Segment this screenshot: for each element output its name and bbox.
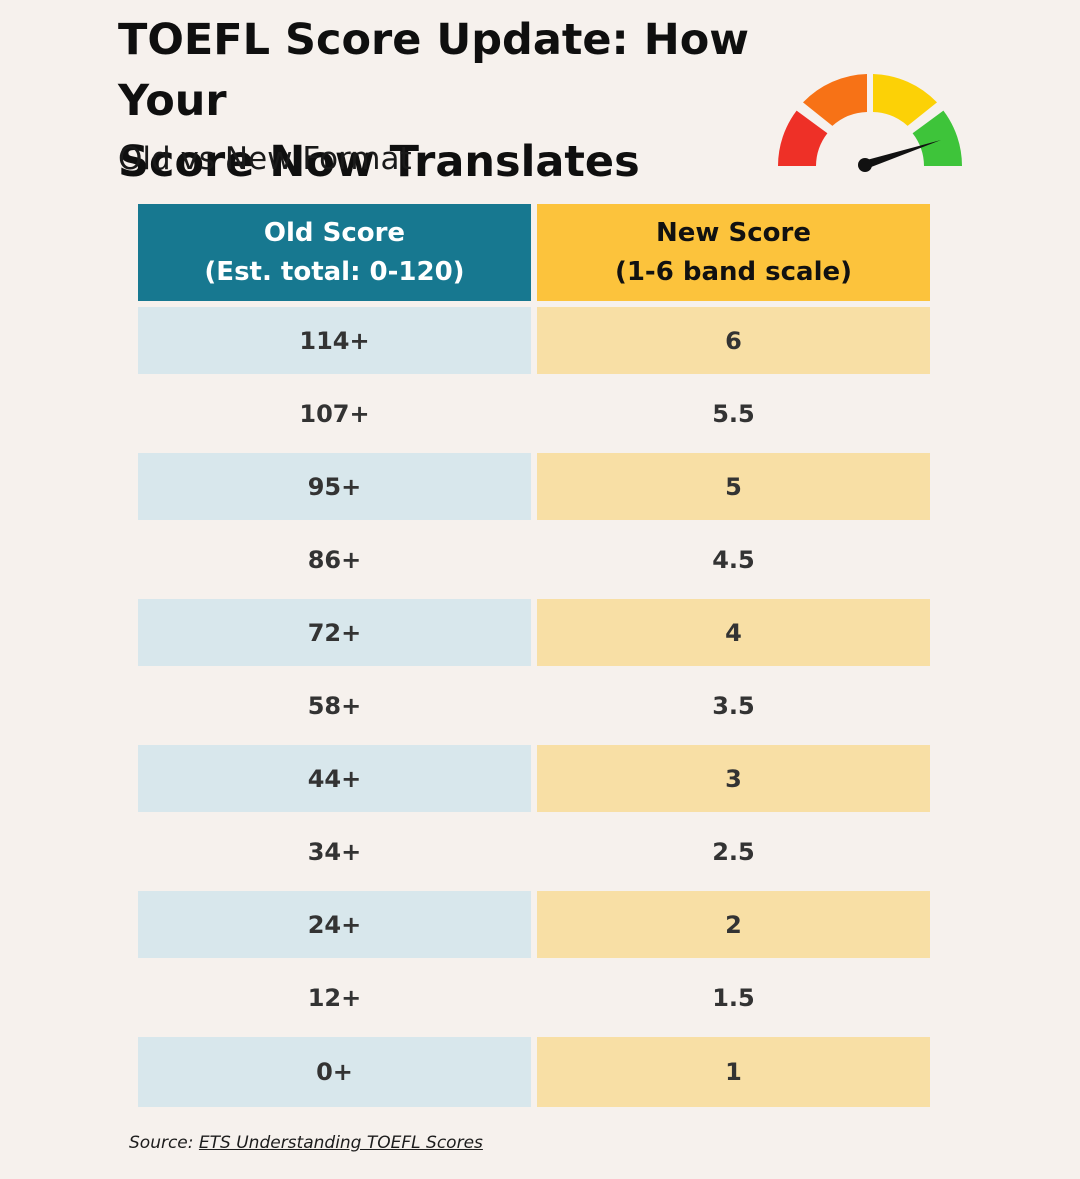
table-row: 86+ 4.5 <box>138 526 930 593</box>
new-score-cell: 2.5 <box>712 837 755 866</box>
old-score-cell: 24+ <box>138 891 531 958</box>
new-score-cell: 5.5 <box>712 399 755 428</box>
new-score-header-line-1: New Score <box>656 217 811 248</box>
gauge-segment-green <box>912 110 962 166</box>
gauge-segment-orange <box>803 74 867 126</box>
old-score-header: Old Score (Est. total: 0-120) <box>138 204 531 301</box>
new-score-cell: 4 <box>537 599 930 666</box>
new-score-cell: 2 <box>537 891 930 958</box>
page-subtitle: Old vs New Format <box>118 141 412 177</box>
old-score-header-line-1: Old Score <box>263 217 406 248</box>
score-conversion-table: Old Score (Est. total: 0-120) New Score … <box>132 198 936 1113</box>
new-score-cell: 1 <box>537 1037 930 1107</box>
table-row: 58+ 3.5 <box>138 672 930 739</box>
old-score-cell: 86+ <box>307 545 362 574</box>
new-score-cell: 3.5 <box>712 691 755 720</box>
table-row: 24+ 2 <box>138 891 930 958</box>
table-row: 72+ 4 <box>138 599 930 666</box>
table-row: 107+ 5.5 <box>138 380 930 447</box>
source-link[interactable]: ETS Understanding TOEFL Scores <box>198 1133 483 1153</box>
source-note: Source: ETS Understanding TOEFL Scores <box>129 1133 483 1153</box>
gauge-segment-red <box>778 110 828 166</box>
table-row: 95+ 5 <box>138 453 930 520</box>
new-score-cell: 3 <box>537 745 930 812</box>
old-score-cell: 12+ <box>307 983 362 1012</box>
title-line-2: Score Now Translates <box>118 137 640 187</box>
title-line-1: TOEFL Score Update: How Your <box>118 15 749 126</box>
page-title: TOEFL Score Update: How Your Score Now T… <box>118 10 858 193</box>
new-score-cell: 1.5 <box>712 983 755 1012</box>
gauge-needle <box>863 140 941 169</box>
speedometer-gauge-icon <box>778 74 962 172</box>
gauge-segment-yellow <box>873 74 937 126</box>
table-row: 114+ 6 <box>138 307 930 374</box>
table-row: 34+ 2.5 <box>138 818 930 885</box>
table-row: 44+ 3 <box>138 745 930 812</box>
old-score-cell: 44+ <box>138 745 531 812</box>
new-score-header-line-2: (1-6 band scale) <box>614 256 853 287</box>
new-score-cell: 4.5 <box>712 545 755 574</box>
table-header-row: Old Score (Est. total: 0-120) New Score … <box>138 204 930 301</box>
old-score-cell: 72+ <box>138 599 531 666</box>
new-score-header: New Score (1-6 band scale) <box>537 204 930 301</box>
table-row: 0+ 1 <box>138 1037 930 1107</box>
old-score-cell: 58+ <box>307 691 362 720</box>
old-score-cell: 107+ <box>299 399 370 428</box>
old-score-cell: 34+ <box>307 837 362 866</box>
new-score-cell: 5 <box>537 453 930 520</box>
old-score-header-line-2: (Est. total: 0-120) <box>204 256 465 287</box>
new-score-cell: 6 <box>537 307 930 374</box>
source-prefix: Source: <box>129 1133 199 1153</box>
table-row: 12+ 1.5 <box>138 964 930 1031</box>
old-score-cell: 0+ <box>138 1037 531 1107</box>
old-score-cell: 114+ <box>138 307 531 374</box>
old-score-cell: 95+ <box>138 453 531 520</box>
gauge-pivot <box>858 158 872 172</box>
